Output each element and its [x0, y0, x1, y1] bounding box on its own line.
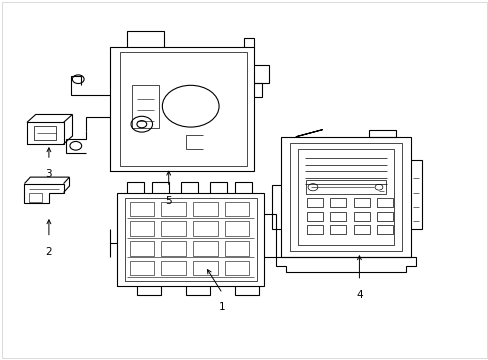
Text: 5: 5: [165, 196, 172, 206]
Text: 2: 2: [45, 247, 52, 257]
Text: 3: 3: [45, 169, 52, 179]
Text: 1: 1: [219, 302, 225, 312]
Text: 4: 4: [355, 290, 362, 300]
